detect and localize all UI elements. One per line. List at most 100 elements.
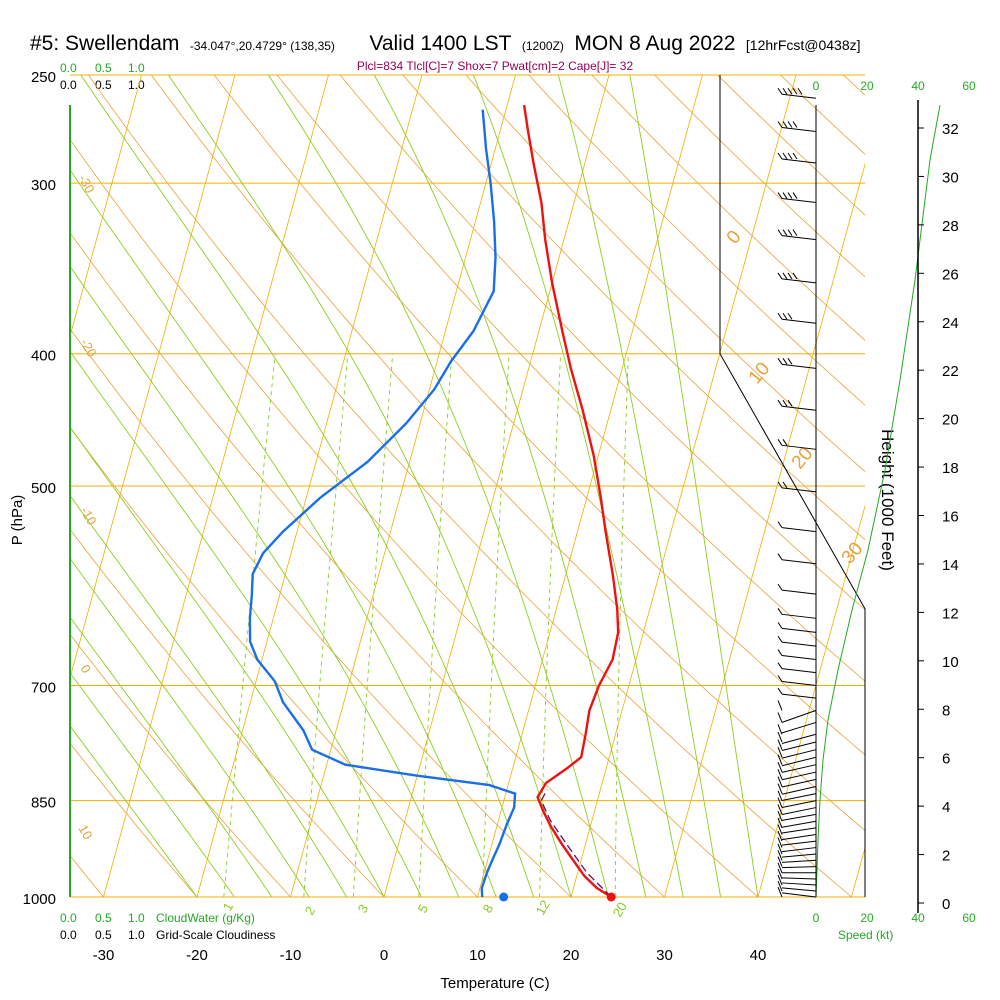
cloudwater-bottom-scale: 0.0 0.5 1.0 CloudWater (g/Kg) 0.0 0.5 1.… [60,911,275,942]
wind-barb-feather [777,856,783,867]
isotherm-line [664,162,865,897]
moist-adiabat-line [557,75,722,897]
height-tick-label: 32 [942,121,959,138]
wind-barb-feather [787,358,793,365]
wind-barb-feather [782,358,788,365]
dewpoint-line [248,109,517,898]
wind-barb-feather [777,635,783,643]
height-tick-label: 30 [942,169,959,186]
moist-adiabat-line [629,75,759,897]
speed-scale: 0 20 40 60 0 20 40 60 Speed (kt) [813,79,976,942]
wind-barb-feather [777,824,783,835]
wind-barb-feather [777,797,783,808]
wind-barb [777,776,817,795]
wind-barb [777,850,817,863]
wind-barb-staff [781,764,817,773]
isotherm-line [196,75,423,897]
isotherm-line [103,75,329,897]
wind-barb-feather [777,731,783,743]
wind-barb-feather [777,553,783,560]
wind-barb-staff [781,721,817,734]
wind-barb-staff [781,840,817,846]
temperature-line [522,104,620,899]
wind-barb [777,856,817,869]
wind-barb-feather [777,700,783,711]
wind-barb [777,769,817,788]
isotherm-line [477,75,703,897]
wind-barb-feather [792,121,798,128]
cloudiness-label: Grid-Scale Cloudiness [156,928,275,942]
station-title: #5: Swellendam [30,32,179,55]
speed-bottom-tick-0: 0 [813,911,820,925]
dry-adiabat-label: -20 [77,336,99,360]
cloudwater-bottom-tick-1: 0.5 [95,911,112,925]
isotherm-line [70,75,142,338]
wind-barb-feather [777,739,783,750]
height-tick-label: 18 [942,460,959,477]
wind-barb-staff [781,405,817,411]
dry-adiabat-line [150,75,865,832]
wind-barb-staff [781,613,817,619]
moist-adiabat-line [80,75,535,897]
date-label: MON 8 Aug 2022 [574,32,735,55]
wind-barb-staff [781,709,817,723]
wind-barb-feather [782,87,788,95]
wind-barb [777,830,817,846]
wind-barb-feather [777,880,783,892]
wind-barb-staff [781,859,817,863]
pressure-tick-label: 300 [31,177,56,194]
dry-adiabat-line [70,633,291,897]
moist-adiabat-label: 10 [745,359,775,389]
station-coords: -34.047°,20.4729° (138,35) [190,39,335,53]
moist-adiabat-line [70,494,347,897]
speed-bottom-tick-2: 40 [911,911,925,925]
wind-barb-feather [777,272,783,280]
isotherm-line [290,75,516,897]
wind-barb-staff [781,882,817,886]
mixing-ratio-line [418,353,453,897]
surface-temperature-dot [606,892,616,902]
wind-barb-staff [781,778,817,788]
wind-barb-feather [792,192,798,199]
dry-adiabat-line [70,742,198,897]
moist-adiabat-line [70,725,198,897]
wind-barb [777,700,817,723]
wind-barb-feather [777,439,783,446]
mixing-ratio-line [352,353,394,897]
dry-adiabat-line [843,75,865,96]
wind-barb-feather [777,783,783,794]
wind-barb-staff [781,278,817,284]
wind-barb-feather [777,312,783,320]
wind-barb-feather [777,608,783,615]
wind-barb-feather [777,868,783,880]
dry-adiabat-line [70,138,759,897]
wind-barb [777,229,817,241]
y-axis-title: P (hPa) [9,495,26,546]
dry-adiabat-line [70,528,385,897]
pressure-tick-label: 850 [31,795,56,812]
wind-barb [777,312,817,324]
wind-barb-feather [777,121,783,128]
wind-barb-feather [777,192,783,199]
wind-barb [777,87,817,99]
wind-barb-feather [777,687,783,695]
wind-barb [777,754,817,773]
wind-barb-feather [777,662,783,669]
wind-barb-feather [777,817,783,829]
wind-barb [777,783,817,801]
moist-adiabat-line [70,350,422,897]
wind-barb-staff [781,363,817,369]
wind-barb [777,811,817,828]
height-tick-label: 28 [942,218,959,235]
wind-barb [777,761,817,781]
mixing-ratio-label: 5 [415,902,432,916]
wind-barb-feather [787,87,793,95]
height-tick-label: 0 [942,896,950,913]
mixing-ratio-label: 2 [302,904,319,918]
wind-barb-feather [782,229,788,236]
dry-adiabat-line [465,75,865,473]
wind-barb-staff [781,158,817,164]
wind-barb-staff [781,853,817,858]
surface-dewpoint-dot [499,892,509,902]
